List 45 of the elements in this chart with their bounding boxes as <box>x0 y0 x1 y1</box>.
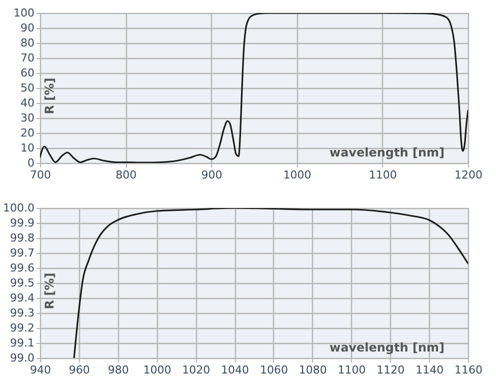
x-tick-label: 980 <box>108 364 129 376</box>
y-tick-label: 0 <box>28 156 34 170</box>
y-tick-label: 99.3 <box>10 306 34 320</box>
y-tick-label: 40 <box>20 96 34 110</box>
x-tick-label: 1140 <box>416 364 444 376</box>
y-tick-label: 90 <box>20 22 34 34</box>
y-tick-label: 100 <box>14 6 34 20</box>
y-tick-label: 99.0 <box>10 352 34 364</box>
x-axis-title: wavelength [nm] <box>329 340 444 354</box>
y-tick-label: 30 <box>20 112 34 124</box>
x-tick-label: 1040 <box>221 364 250 376</box>
x-tick-label: 1060 <box>260 364 288 376</box>
y-tick-label: 99.6 <box>10 262 34 274</box>
y-tick-label: 80 <box>20 36 34 50</box>
x-tick-label: 1160 <box>454 364 482 376</box>
x-tick-label: 940 <box>30 364 51 376</box>
x-tick-label: 960 <box>68 364 90 376</box>
y-tick-label: 10 <box>20 142 34 154</box>
y-tick-label: 50 <box>20 82 34 94</box>
y-tick-label: 20 <box>20 126 34 140</box>
x-tick-label: 1080 <box>298 364 327 376</box>
y-tick-label: 99.7 <box>10 246 34 260</box>
x-axis-title: wavelength [nm] <box>329 146 444 160</box>
line-series <box>73 208 468 358</box>
y-tick-label: 99.8 <box>10 232 34 244</box>
x-tick-label: 1200 <box>454 168 482 182</box>
x-tick-label: 1000 <box>143 364 172 376</box>
x-tick-label: 1100 <box>338 364 366 376</box>
y-tick-label: 99.4 <box>10 292 34 304</box>
y-tick-label: 70 <box>20 52 34 64</box>
y-tick-label: 99.5 <box>10 276 34 290</box>
y-axis-title: R [%] <box>42 272 56 310</box>
y-axis-title: R [%] <box>42 78 56 114</box>
y-tick-label: 100.0 <box>3 202 34 214</box>
x-tick-label: 1000 <box>283 168 312 182</box>
x-tick-label: 1020 <box>182 364 210 376</box>
x-tick-label: 800 <box>116 168 137 182</box>
x-tick-label: 1100 <box>368 168 397 182</box>
y-tick-label: 99.9 <box>10 216 34 230</box>
y-tick-label: 99.1 <box>10 336 34 350</box>
x-tick-label: 700 <box>30 168 51 182</box>
x-tick-label: 1120 <box>376 364 405 376</box>
y-tick-label: 60 <box>20 66 34 80</box>
x-tick-label: 900 <box>201 168 222 182</box>
y-tick-label: 99.2 <box>10 322 34 334</box>
